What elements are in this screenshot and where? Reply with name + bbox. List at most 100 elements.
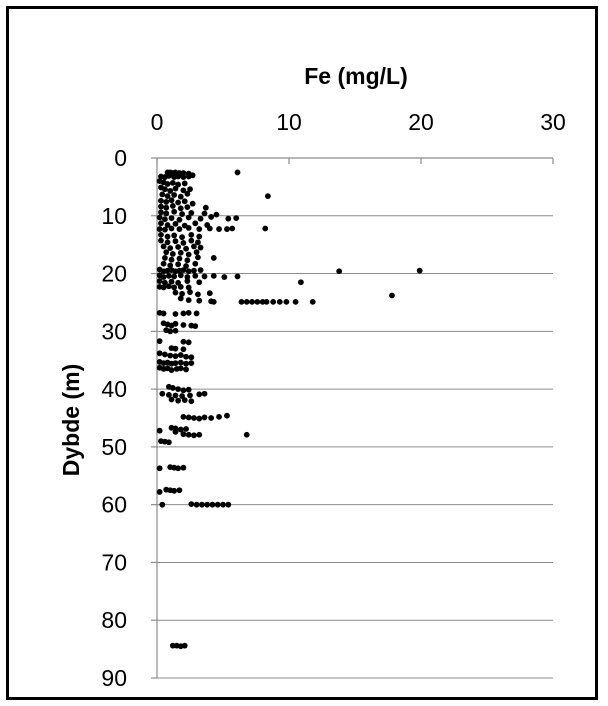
data-point (171, 487, 178, 494)
data-point (196, 279, 203, 286)
data-points (156, 169, 423, 650)
data-point (165, 391, 172, 398)
x-tick-labels: 0 10 20 30 (151, 109, 566, 135)
data-point (263, 298, 270, 305)
data-point (191, 243, 197, 250)
y-tick-label: 60 (101, 492, 127, 518)
data-point (196, 297, 203, 304)
data-point (184, 257, 191, 264)
data-point (180, 338, 187, 345)
data-point (177, 205, 184, 212)
data-point (201, 414, 208, 421)
data-point (168, 197, 175, 204)
data-point (238, 298, 245, 305)
data-point (160, 243, 167, 250)
y-tick-label: 50 (101, 434, 127, 460)
data-point (202, 204, 209, 211)
data-point (195, 291, 201, 298)
data-point (201, 273, 208, 280)
gridlines (157, 215, 553, 679)
data-point (163, 199, 170, 205)
data-point (172, 311, 179, 317)
data-point (177, 272, 184, 279)
data-point (191, 415, 197, 421)
data-point (159, 390, 166, 397)
data-point (193, 249, 200, 256)
data-point (233, 215, 240, 221)
data-point (201, 210, 208, 217)
data-point (297, 279, 304, 286)
data-point (179, 234, 185, 241)
data-point (176, 487, 183, 494)
data-point (185, 309, 192, 316)
y-tick-label: 30 (101, 318, 127, 344)
data-point (177, 352, 184, 358)
data-point (185, 214, 192, 221)
data-point (195, 254, 201, 261)
data-point (180, 267, 187, 273)
data-point (158, 220, 164, 227)
y-tick-label: 10 (101, 203, 127, 229)
data-point (179, 290, 185, 297)
data-point (183, 360, 189, 367)
data-point (160, 260, 167, 267)
data-point (185, 297, 192, 304)
data-point (225, 215, 232, 222)
data-point (188, 501, 195, 507)
data-point (184, 274, 191, 280)
data-point (184, 278, 191, 284)
data-point (180, 240, 187, 246)
data-point (164, 193, 171, 200)
y-tick-labels: 0 10 20 30 40 50 60 70 80 90 (101, 145, 127, 691)
data-point (185, 251, 192, 258)
data-point (185, 414, 192, 421)
data-point (164, 181, 171, 187)
data-point (181, 180, 188, 187)
data-point (201, 390, 208, 397)
data-point (163, 210, 170, 217)
data-point (206, 290, 213, 297)
data-point (224, 412, 230, 419)
data-point (159, 501, 166, 508)
data-point (216, 226, 222, 232)
data-point (156, 338, 163, 345)
data-point (162, 351, 168, 358)
data-point (177, 359, 184, 366)
data-point (171, 284, 178, 291)
data-point (191, 432, 197, 439)
data-point (163, 249, 170, 256)
data-point (172, 238, 179, 245)
data-point (188, 209, 195, 216)
data-point (176, 216, 183, 223)
data-point (175, 465, 182, 472)
data-point (183, 366, 189, 373)
data-point (158, 231, 164, 238)
axes (151, 157, 554, 679)
data-point (164, 222, 171, 228)
data-point (175, 397, 182, 404)
data-point (184, 204, 191, 211)
data-point (198, 501, 205, 508)
data-point (167, 188, 174, 194)
data-point (172, 392, 179, 399)
data-point (167, 245, 174, 252)
data-point (180, 187, 187, 194)
data-point (162, 186, 168, 193)
data-point (220, 501, 226, 508)
data-point (169, 203, 176, 209)
y-tick-label: 40 (101, 376, 127, 402)
data-point (204, 501, 211, 508)
data-point (168, 396, 175, 403)
data-point (262, 225, 269, 232)
data-point (188, 231, 195, 238)
data-point (156, 226, 163, 232)
data-point (224, 226, 230, 232)
data-point (336, 268, 343, 275)
data-point (172, 220, 179, 227)
data-point (189, 200, 196, 207)
data-point (177, 283, 184, 290)
data-point (160, 310, 167, 317)
data-point (172, 428, 179, 435)
data-point (176, 226, 183, 232)
y-tick-label: 70 (101, 549, 127, 575)
